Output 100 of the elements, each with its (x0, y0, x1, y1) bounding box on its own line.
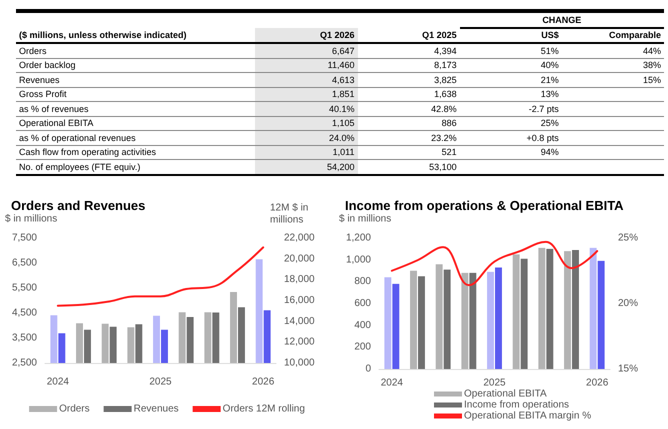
data-label: 94% (460, 145, 562, 160)
y2-axis-title: 12M $ in millions (270, 202, 312, 226)
bar (512, 254, 520, 369)
y2-tick-label: 20,000 (284, 253, 316, 264)
data-label: 23.2% (358, 130, 460, 145)
data-label: 1,105 (255, 116, 358, 130)
y2-tick-label: 20% (618, 298, 638, 309)
y2-tick-label: 12,000 (284, 336, 316, 348)
data-label: 42.8% (358, 102, 460, 116)
bar (590, 248, 597, 369)
y-tick-label: 2,500 (12, 358, 38, 368)
category-label: Gross Profit (16, 87, 256, 102)
chart-title: Orders and Revenues (11, 198, 146, 213)
y-tick-label: 1,200 (346, 232, 372, 244)
bar (444, 270, 451, 369)
data-label: 21% (460, 72, 562, 87)
y2-tick-label: 18,000 (284, 274, 316, 286)
x-tick-label: 2026 (586, 378, 609, 388)
data-label: 44% (562, 43, 664, 58)
category-label: as % of operational revenues (16, 130, 256, 145)
text: US$ (460, 28, 562, 43)
y-axis-title: $ in millions (5, 214, 58, 224)
x-tick-label: 2025 (483, 378, 506, 388)
y2-tick-label: 16,000 (284, 295, 316, 306)
chart-title: Income from operations & Operational EBITA (345, 198, 624, 213)
y-tick-label: 1,000 (346, 254, 372, 266)
y-axis-title: $ in millions (339, 214, 392, 224)
data-label: 3,825 (358, 72, 460, 87)
data-label: 38% (562, 58, 664, 72)
y2-tick-label: 25% (618, 232, 638, 244)
bar (546, 248, 554, 369)
y2-tick-label: 14,000 (284, 316, 316, 327)
bar (538, 248, 546, 369)
bar (461, 272, 468, 369)
y-tick-label: 600 (354, 298, 372, 309)
y-tick-label: 400 (354, 320, 372, 331)
text: Q1 2025 (358, 28, 460, 43)
data-label: 24.0% (255, 130, 358, 145)
legend-label: Income from operations (464, 400, 570, 410)
bar (520, 258, 528, 369)
text: Comparable (562, 28, 664, 43)
x-tick-label: 2026 (252, 376, 275, 388)
y-tick-label: 0 (365, 364, 372, 374)
data-label: 15% (562, 72, 664, 87)
data-label: 25% (460, 116, 562, 130)
y-tick-label: 5,500 (12, 282, 38, 294)
line-series (56, 246, 264, 307)
data-label: 1,851 (255, 87, 358, 102)
legend-label: Operational EBITA margin % (464, 410, 592, 422)
bar (418, 276, 425, 369)
bar (469, 272, 476, 369)
category-label: Revenues (16, 72, 256, 87)
y2-tick-label: 15% (618, 364, 638, 374)
bar (487, 272, 494, 369)
legend-label: Orders 12M rolling (222, 404, 305, 414)
bar (410, 270, 417, 369)
data-label: 521 (358, 145, 460, 160)
data-label: 1,011 (255, 145, 358, 160)
y2-tick-label: 10,000 (284, 358, 316, 368)
data-label: 6,647 (255, 43, 358, 58)
data-label: 40% (460, 58, 562, 72)
legend-label: Revenues (134, 404, 179, 414)
data-label: 11,460 (255, 58, 358, 72)
bar (495, 267, 502, 369)
category-label: Cash flow from operating activities (16, 145, 256, 160)
bar (598, 260, 605, 369)
x-tick-label: 2024 (46, 376, 70, 388)
y-tick-label: 4,500 (12, 308, 38, 318)
data-label: 1,638 (358, 87, 460, 102)
bar (572, 250, 579, 369)
y-tick-label: 6,500 (12, 258, 38, 268)
data-label: 51% (460, 43, 562, 58)
y-tick-label: 7,500 (12, 232, 38, 244)
x-tick-label: 2024 (380, 378, 404, 388)
bar (384, 277, 392, 369)
text: ($ millions, unless otherwise indicated) (16, 28, 256, 43)
data-label: 886 (358, 116, 460, 130)
bar (436, 264, 443, 369)
legend-title: CHANGE (460, 11, 664, 28)
data-label: +0.8 pts (460, 130, 562, 145)
line-series (390, 240, 598, 286)
y-tick-label: 200 (354, 342, 372, 353)
y2-tick-label: 22,000 (284, 232, 316, 244)
legend-label: Operational EBITA (464, 388, 547, 400)
bar (564, 251, 571, 369)
data-label: 40.1% (255, 102, 358, 116)
category-label: as % of revenues (16, 102, 256, 116)
category-label: Operational EBITA (16, 116, 256, 130)
data-label: -2.7 pts (460, 102, 562, 116)
data-label: 8,173 (358, 58, 460, 72)
category-label: No. of employees (FTE equiv.) (16, 160, 256, 174)
data-label: 54,200 (255, 160, 358, 174)
y-tick-label: 800 (354, 276, 372, 288)
data-label: 4,394 (358, 43, 460, 58)
data-label: 13% (460, 87, 562, 102)
category-label: Orders (16, 43, 256, 58)
legend-label: Orders (59, 404, 90, 414)
y-tick-label: 3,500 (12, 332, 38, 344)
data-label: 53,100 (358, 160, 460, 174)
data-label: 4,613 (255, 72, 358, 87)
